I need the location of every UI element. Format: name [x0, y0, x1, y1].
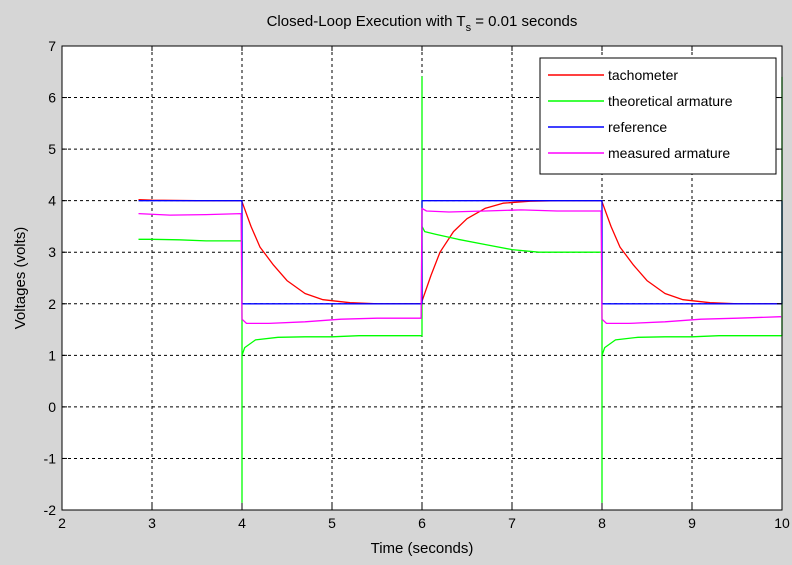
legend-entry: measured armature	[608, 145, 730, 161]
y-tick-label: -2	[44, 502, 57, 518]
y-tick-label: 5	[48, 141, 56, 157]
y-axis-label: Voltages (volts)	[12, 227, 29, 330]
x-tick-label: 7	[508, 515, 516, 531]
y-tick-label: -1	[44, 450, 57, 466]
y-tick-label: 0	[48, 399, 56, 415]
ticks: 2 3 4 5 6 7 8 9 10 -2 -1 0 1 2 3 4 5 6 7	[44, 38, 790, 531]
series-line-measured-armature	[138, 207, 782, 325]
y-tick-label: 6	[48, 90, 56, 106]
y-tick-label: 4	[48, 193, 56, 209]
y-tick-label: 7	[48, 38, 56, 54]
x-tick-label: 6	[418, 515, 426, 531]
legend-box	[539, 57, 777, 175]
x-axis-label: Time (seconds)	[371, 540, 474, 557]
y-tick-label: 3	[48, 244, 56, 260]
x-tick-label: 3	[148, 515, 156, 531]
legend: tachometer theoretical armature reference m…	[539, 57, 777, 175]
series-line-theoretical-armature	[138, 76, 783, 503]
series-line-reference	[138, 200, 783, 305]
legend-entry: theoretical armature	[608, 93, 733, 109]
x-tick-label: 4	[238, 515, 246, 531]
series-line-tachometer	[138, 198, 782, 305]
y-tick-label: 1	[48, 347, 56, 363]
x-tick-label: 10	[774, 515, 790, 531]
x-tick-label: 5	[328, 515, 336, 531]
x-tick-label: 9	[688, 515, 696, 531]
y-tick-label: 2	[48, 296, 56, 312]
legend-entry: tachometer	[608, 67, 678, 83]
chart-title: Closed-Loop Execution with Ts = 0.01 sec…	[267, 13, 578, 34]
series-layer	[138, 76, 783, 503]
legend-entry: reference	[608, 119, 667, 135]
x-tick-label: 8	[598, 515, 606, 531]
x-tick-label: 2	[58, 515, 66, 531]
